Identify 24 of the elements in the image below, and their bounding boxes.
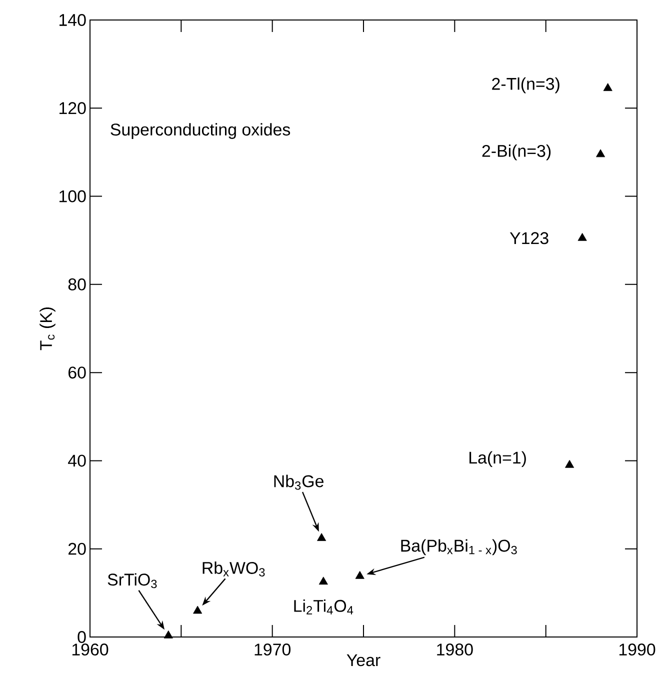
y-tick-label: 60 bbox=[68, 366, 86, 379]
y-tick-label: 120 bbox=[60, 102, 86, 114]
y-axis-title: T$_{c}$ (K) bbox=[40, 308, 56, 350]
annotation: Li$_{2}$Ti$_{4}$O$_{4}$ bbox=[294, 599, 354, 614]
annotation: SrTiO$_{3}$ bbox=[108, 573, 157, 588]
x-tick-label: 1990 bbox=[619, 644, 656, 656]
y-tick-label: 100 bbox=[60, 190, 86, 202]
annotation: Nb$_{3}$Ge bbox=[274, 474, 324, 490]
annotation: 2-Tl(n=3) bbox=[492, 77, 560, 94]
x-tick-label: 1960 bbox=[72, 644, 108, 656]
x-tick-label: 1970 bbox=[254, 644, 291, 656]
annotation: La(n=1) bbox=[470, 451, 526, 468]
x-axis-title: Year bbox=[346, 654, 380, 666]
y-tick-label: 40 bbox=[68, 454, 86, 467]
annotation: 2-Bi(n=3) bbox=[482, 144, 551, 160]
y-tick-label: 140 bbox=[60, 14, 86, 26]
annotation: Y123 bbox=[510, 232, 548, 244]
annotation: Superconducting oxides bbox=[110, 123, 290, 139]
annotation: Rb$_{x}$WO$_{3}$ bbox=[202, 562, 265, 576]
y-tick-label: 80 bbox=[68, 278, 86, 290]
y-tick-label: 20 bbox=[68, 542, 86, 555]
annotation: Ba(Pb$_{x}$Bi$_{1 - x}$)O$_{3}$ bbox=[401, 539, 517, 556]
y-tick-label: 0 bbox=[78, 631, 86, 643]
x-tick-label: 1980 bbox=[437, 644, 473, 656]
